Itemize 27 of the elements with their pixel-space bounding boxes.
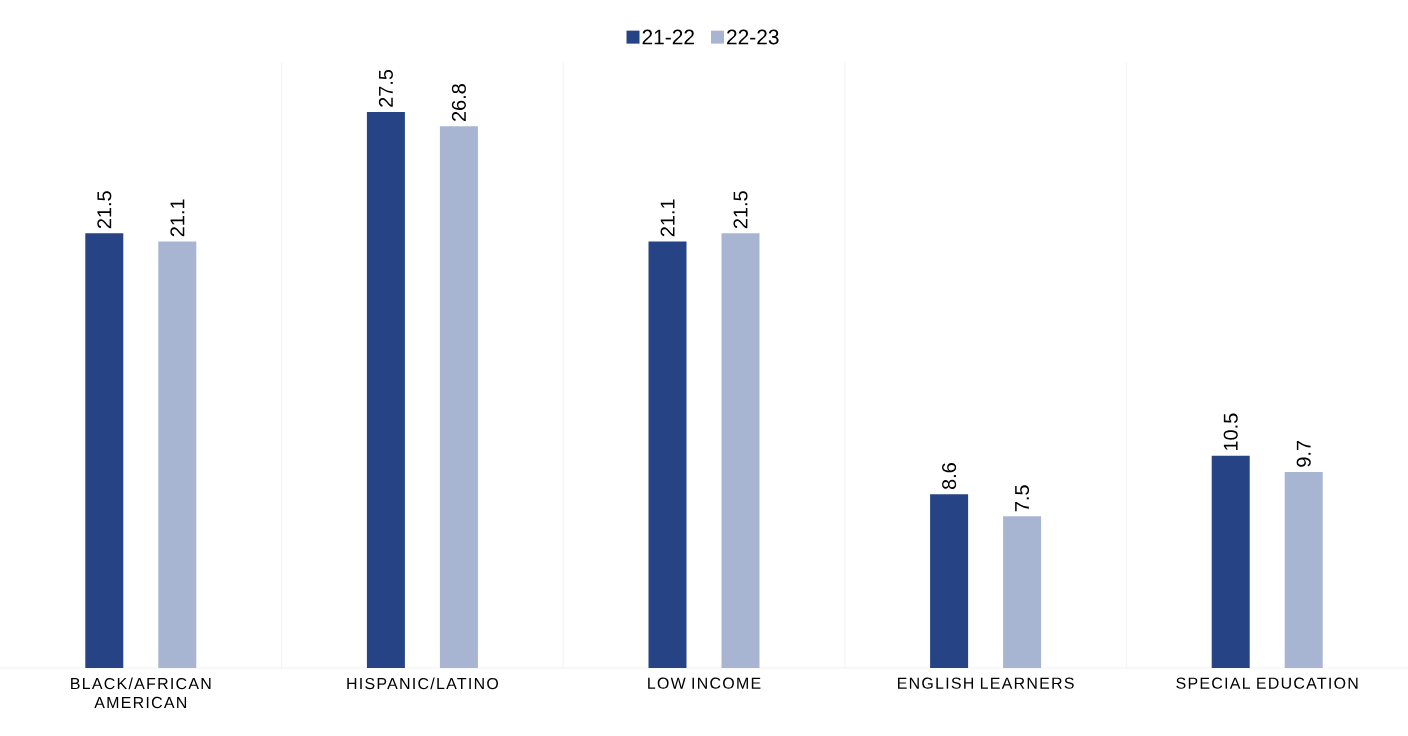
bar (85, 233, 124, 668)
bar (721, 233, 760, 668)
bar (439, 126, 478, 668)
data-label: 9.7 (1296, 441, 1311, 467)
data-label: 26.8 (451, 84, 466, 121)
bar (648, 241, 687, 668)
data-label: 21.1 (660, 199, 675, 237)
data-label: 7.5 (1015, 485, 1030, 512)
legend-label: 22-23 (727, 29, 779, 45)
data-label: 21.5 (733, 191, 748, 229)
bar (1003, 516, 1042, 668)
data-label: 21.5 (97, 191, 112, 229)
x-tick-label: HISPANIC/LATINO (347, 677, 499, 690)
data-label: 10.5 (1223, 413, 1238, 451)
data-label: 27.5 (378, 69, 393, 107)
bar (1284, 471, 1323, 668)
x-tick-label: BLACK/AFRICAN AMERICAN (71, 677, 211, 709)
x-tick-label: ENGLISH LEARNERS (898, 677, 1074, 689)
bar (930, 494, 969, 668)
x-tick-label: LOW INCOME (648, 677, 761, 689)
x-tick-label: SPECIAL EDUCATION (1176, 677, 1358, 689)
data-label: 21.1 (170, 199, 185, 237)
bar (366, 112, 405, 668)
data-label: 8.6 (942, 463, 957, 490)
legend-label: 21-22 (642, 29, 694, 45)
bar (158, 241, 197, 668)
bar (1211, 455, 1250, 668)
